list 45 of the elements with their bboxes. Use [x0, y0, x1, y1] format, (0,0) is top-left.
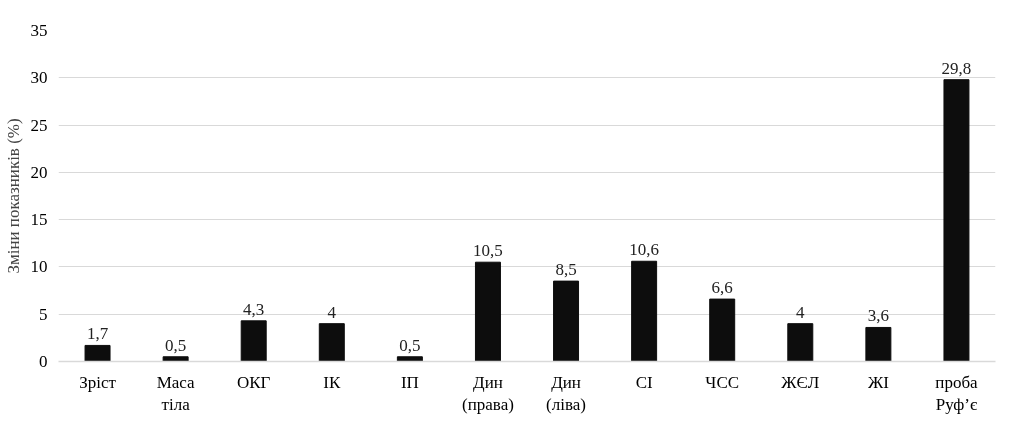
bar	[162, 356, 189, 362]
x-tick-label: проба Руф’є	[935, 372, 979, 415]
bar	[396, 356, 423, 362]
data-label: 3,6	[867, 306, 889, 326]
y-tick-label: 15	[30, 210, 48, 230]
x-tick-label: Зріст	[79, 372, 117, 392]
bar	[553, 280, 580, 362]
x-tick-label: ІП	[400, 372, 419, 392]
data-label: 6,6	[711, 278, 733, 298]
x-tick-label: ІК	[323, 372, 341, 392]
data-label: 29,8	[941, 58, 972, 78]
data-label: 4,3	[243, 299, 265, 319]
bar	[84, 344, 111, 362]
x-tick-label: Дин (права)	[462, 372, 514, 415]
bar	[943, 79, 970, 362]
data-label: 10,6	[629, 240, 659, 260]
x-tick-label: Дин (ліва)	[546, 372, 586, 415]
y-tick-label: 25	[30, 115, 48, 135]
x-tick-label: Маса тіла	[156, 372, 196, 415]
bar	[240, 320, 267, 362]
bar	[474, 261, 501, 362]
data-label: 4	[796, 302, 806, 322]
y-tick-label: 30	[30, 68, 48, 88]
data-label: 8,5	[555, 260, 577, 280]
y-tick-label: 0	[39, 352, 48, 371]
bar	[865, 326, 892, 362]
x-tick-label: ЖІ	[867, 372, 890, 392]
x-tick-label: ОКГ	[236, 372, 271, 392]
x-tick-label: ЖЄЛ	[781, 372, 820, 392]
data-label: 0,5	[165, 335, 187, 355]
bar	[709, 298, 736, 362]
x-tick-label: ЧСС	[705, 372, 740, 392]
x-tick-label: СІ	[635, 372, 653, 392]
data-label: 1,7	[86, 324, 109, 344]
bar	[787, 323, 814, 362]
bar	[318, 323, 345, 362]
data-label: 0,5	[399, 335, 421, 355]
y-axis-title: Зміни показників (%)	[3, 118, 23, 274]
y-tick-label: 20	[30, 162, 48, 182]
data-label: 4	[327, 302, 337, 322]
y-tick-label: 35	[30, 21, 48, 40]
bar	[631, 260, 658, 362]
y-tick-label: 5	[39, 304, 48, 324]
data-label: 10,5	[473, 241, 503, 261]
y-tick-label: 10	[30, 257, 48, 277]
